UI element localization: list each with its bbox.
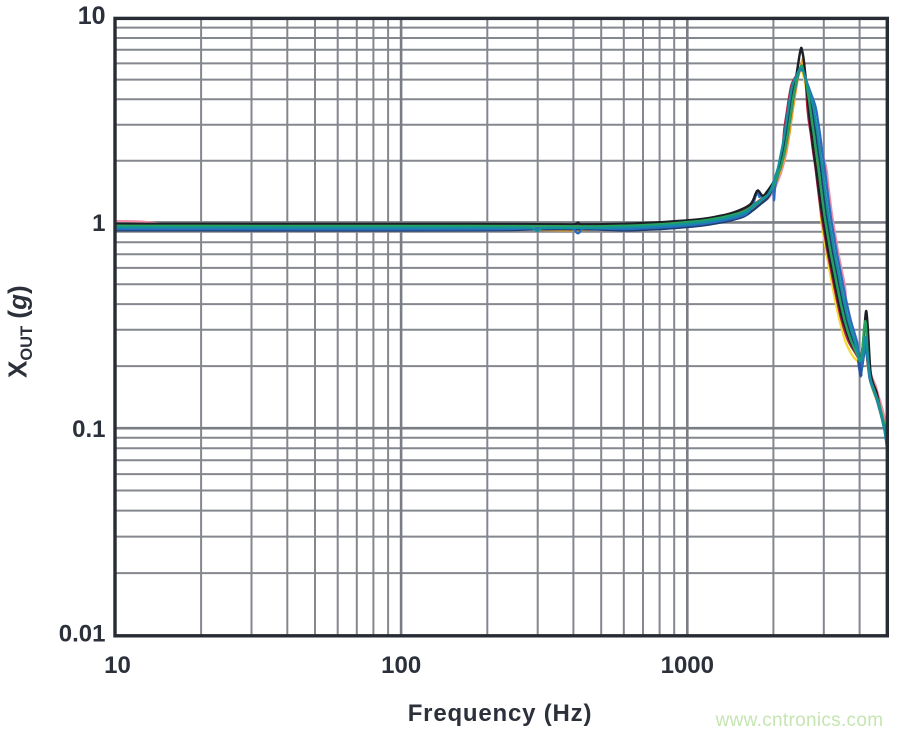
svg-text:www.cntronics.com: www.cntronics.com — [715, 710, 884, 731]
svg-text:0.1: 0.1 — [72, 416, 105, 443]
svg-text:1000: 1000 — [661, 652, 714, 679]
svg-text:Frequency (Hz): Frequency (Hz) — [408, 700, 593, 727]
svg-text:0.01: 0.01 — [59, 621, 106, 648]
svg-text:10: 10 — [78, 2, 106, 30]
svg-text:100: 100 — [381, 652, 421, 679]
svg-text:10: 10 — [104, 652, 131, 679]
svg-text:1: 1 — [92, 210, 105, 237]
